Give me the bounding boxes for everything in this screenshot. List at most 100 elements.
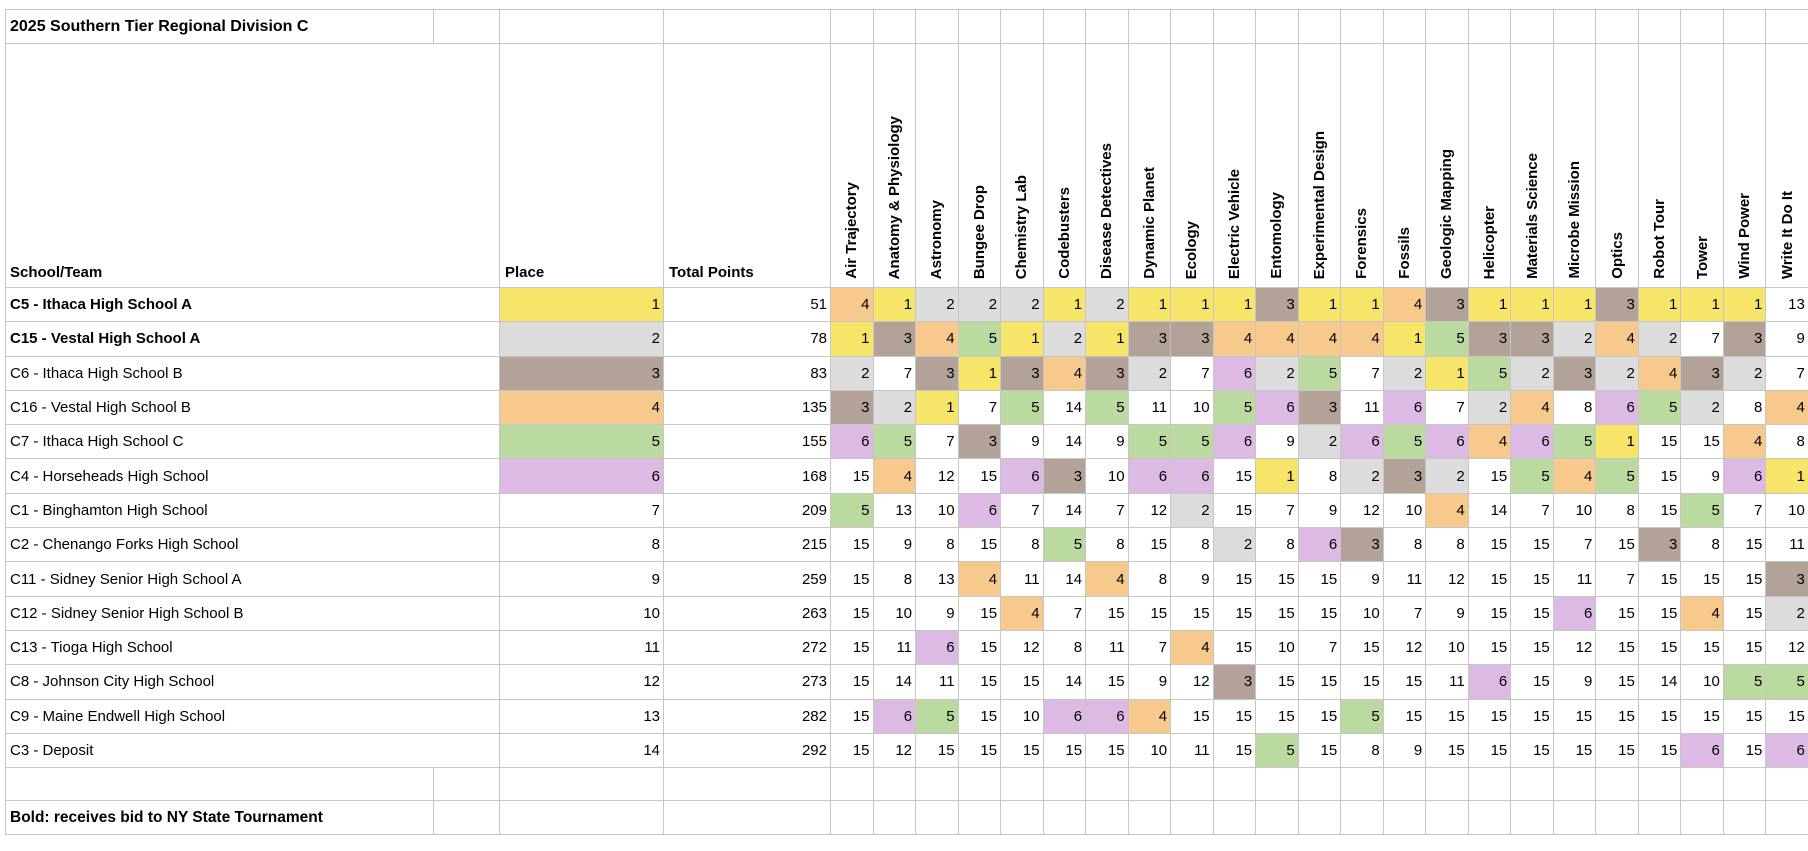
- score-cell: 1: [1467, 286, 1512, 323]
- team-name-cell: C4 - Horseheads High School: [5, 458, 500, 494]
- score-cell: 4: [1170, 629, 1214, 666]
- score-cell: 14: [1042, 561, 1087, 597]
- score-cell: 4: [872, 458, 917, 494]
- spacer-cell: [1552, 9, 1597, 44]
- event-column-label: Robot Tour: [1651, 199, 1669, 279]
- score-cell: 7: [1255, 492, 1299, 529]
- total-points-cell: 273: [663, 664, 831, 700]
- event-column-label: Entomology: [1268, 192, 1286, 279]
- score-cell: 6: [1127, 458, 1172, 494]
- table-row: C13 - Tioga High School 11 272 15 11 6 15 12 8 11…: [5, 629, 1808, 666]
- score-cell: 5: [1340, 698, 1384, 734]
- score-cell: 3: [1255, 286, 1299, 323]
- score-cell: 11: [1085, 629, 1129, 666]
- score-cell: 4: [1382, 286, 1427, 323]
- score-cell: 14: [1467, 492, 1512, 529]
- score-cell: 9: [1425, 595, 1469, 631]
- place-cell: 14: [499, 732, 664, 769]
- event-column-label: Write It Do It: [1778, 190, 1796, 279]
- score-cell: 3: [1085, 355, 1129, 391]
- score-cell: 6: [1212, 424, 1257, 460]
- score-cell: 15: [1510, 595, 1554, 631]
- score-cell: 15: [957, 629, 1002, 666]
- table-row: C1 - Binghamton High School 7 209 5 13 10 6 7 14…: [5, 492, 1808, 529]
- score-cell: 5: [1552, 424, 1597, 460]
- score-cell: 3: [1127, 321, 1172, 357]
- score-cell: 12: [915, 458, 959, 494]
- spacer-cell: [1297, 9, 1342, 44]
- score-cell: 11: [1552, 561, 1597, 597]
- spacer-cell: [1127, 767, 1172, 802]
- score-cell: 11: [915, 664, 959, 700]
- spacer-cell: [499, 9, 664, 44]
- score-cell: 15: [1765, 698, 1808, 734]
- spacer-cell: [1765, 9, 1808, 44]
- score-cell: 15: [957, 664, 1002, 700]
- score-cell: 3: [1340, 527, 1384, 563]
- score-cell: 1: [1212, 286, 1257, 323]
- spacer-cell: [915, 800, 959, 836]
- spacer-cell: [1680, 9, 1724, 44]
- spacer-cell: [1467, 9, 1512, 44]
- spacer-cell: [1212, 767, 1257, 802]
- score-cell: 2: [1042, 321, 1087, 357]
- score-cell: 2: [1552, 321, 1597, 357]
- score-cell: 12: [1552, 629, 1597, 666]
- total-points-cell: 215: [663, 527, 831, 563]
- score-cell: 3: [1637, 527, 1682, 563]
- spacer-cell: [1340, 767, 1384, 802]
- spacer-cell: [1382, 800, 1427, 836]
- score-cell: 11: [1340, 389, 1384, 426]
- score-cell: 2: [1340, 458, 1384, 494]
- event-column-label: Codebusters: [1055, 187, 1073, 279]
- score-cell: 5: [1255, 732, 1299, 769]
- score-cell: 15: [1297, 698, 1342, 734]
- score-cell: 15: [1297, 664, 1342, 700]
- spacer-cell: [872, 9, 917, 44]
- score-cell: 5: [915, 698, 959, 734]
- score-cell: 3: [1212, 664, 1257, 700]
- score-cell: 2: [830, 355, 874, 391]
- spacer-cell: [1425, 767, 1469, 802]
- event-column-header: Robot Tour: [1637, 43, 1682, 288]
- score-cell: 15: [1425, 698, 1469, 734]
- score-cell: 3: [957, 424, 1002, 460]
- score-cell: 15: [830, 561, 874, 597]
- score-cell: 15: [1467, 561, 1512, 597]
- score-cell: 10: [915, 492, 959, 529]
- spacer-cell: [1510, 767, 1554, 802]
- score-cell: 7: [1042, 595, 1087, 631]
- spacer-cell: [1467, 767, 1512, 802]
- score-cell: 15: [1467, 458, 1512, 494]
- place-cell: 6: [499, 458, 664, 494]
- place-cell: 7: [499, 492, 664, 529]
- score-cell: 5: [1042, 527, 1087, 563]
- score-cell: 4: [1637, 355, 1682, 391]
- score-cell: 5: [872, 424, 917, 460]
- score-cell: 15: [1297, 595, 1342, 631]
- header-row: School/Team Place Total Points Air Traje…: [5, 43, 1808, 288]
- table-row: C5 - Ithaca High School A 1 51 4 1 2 2 2 1 2 1 1 1 3 1…: [5, 286, 1808, 323]
- score-cell: 10: [1085, 458, 1129, 494]
- spacer-cell: [1000, 9, 1044, 44]
- score-cell: 15: [1297, 732, 1342, 769]
- table-row: C15 - Vestal High School A 2 78 1 3 4 5 1 2 1 3 3 4 4…: [5, 321, 1808, 357]
- score-cell: 15: [1637, 424, 1682, 460]
- score-cell: 7: [1680, 321, 1724, 357]
- score-cell: 11: [1425, 664, 1469, 700]
- place-cell: 2: [499, 321, 664, 357]
- team-name-cell: C5 - Ithaca High School A: [5, 286, 500, 323]
- score-cell: 1: [1297, 286, 1342, 323]
- score-cell: 7: [1765, 355, 1808, 391]
- event-column-label: Fossils: [1395, 227, 1413, 279]
- score-cell: 3: [1595, 286, 1639, 323]
- score-cell: 12: [1382, 629, 1427, 666]
- score-cell: 3: [1467, 321, 1512, 357]
- score-cell: 3: [1042, 458, 1087, 494]
- score-cell: 1: [1340, 286, 1384, 323]
- score-cell: 7: [1085, 492, 1129, 529]
- event-column-label: Helicopter: [1480, 205, 1498, 279]
- score-cell: 1: [1382, 321, 1427, 357]
- total-points-cell: 83: [663, 355, 831, 391]
- place-cell: 3: [499, 355, 664, 391]
